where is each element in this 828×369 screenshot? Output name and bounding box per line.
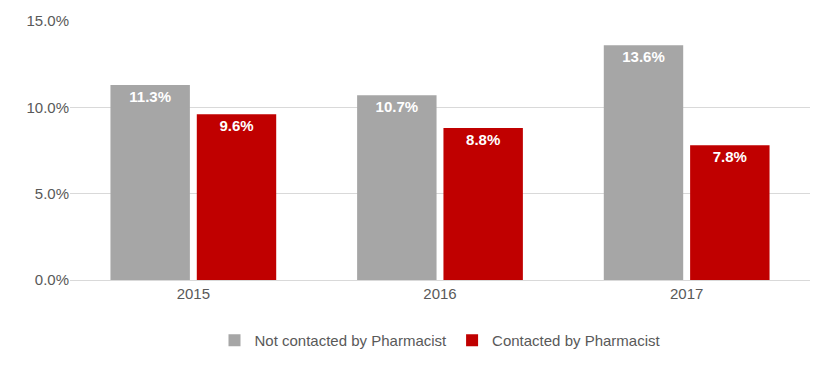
svg-text:Not contacted by Pharmacist: Not contacted by Pharmacist [255,332,448,349]
svg-text:15.0%: 15.0% [26,12,69,29]
svg-text:9.6%: 9.6% [219,117,253,134]
svg-text:0.0%: 0.0% [35,271,69,288]
svg-text:2016: 2016 [423,285,456,302]
svg-text:11.3%: 11.3% [129,88,171,105]
svg-text:10.0%: 10.0% [26,99,69,116]
svg-text:8.8%: 8.8% [466,131,500,148]
svg-text:13.6%: 13.6% [622,48,665,65]
svg-text:5.0%: 5.0% [35,185,69,202]
svg-text:10.7%: 10.7% [376,98,419,115]
svg-text:7.8%: 7.8% [713,148,747,165]
svg-text:Contacted by Pharmacist: Contacted by Pharmacist [492,332,660,349]
svg-text:2017: 2017 [670,285,703,302]
svg-text:2015: 2015 [177,285,210,302]
